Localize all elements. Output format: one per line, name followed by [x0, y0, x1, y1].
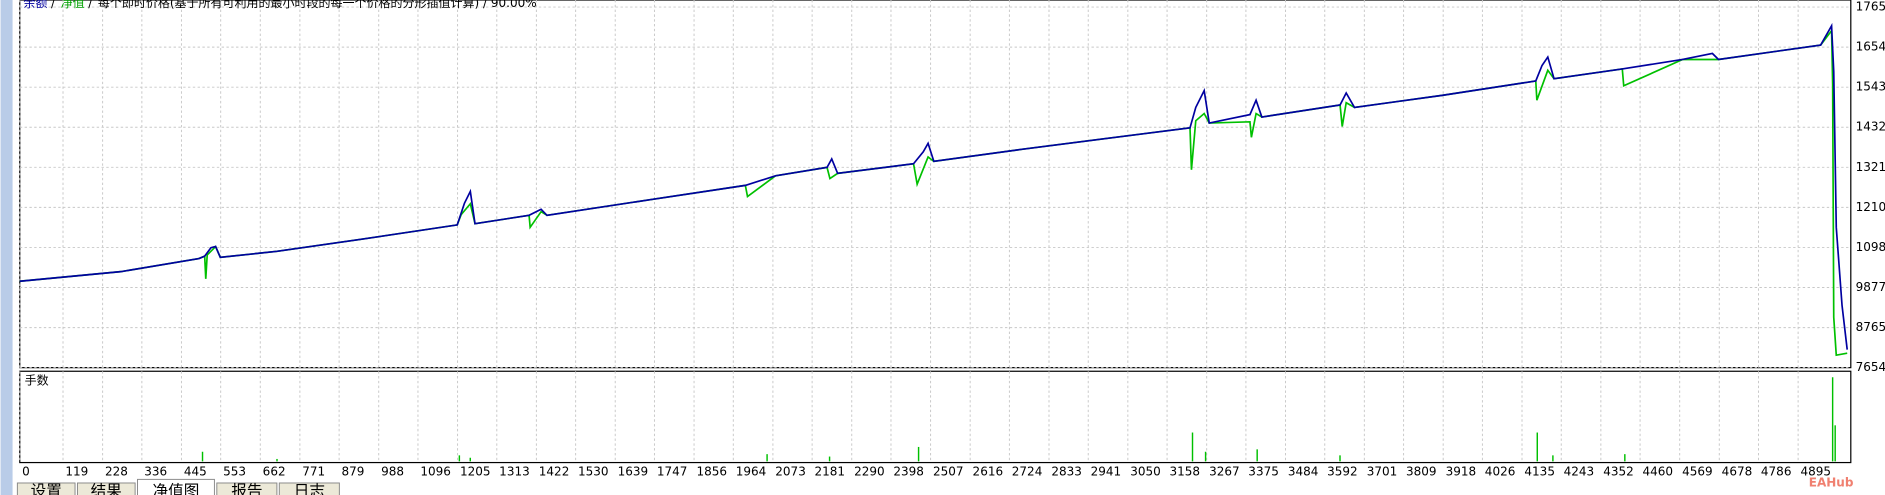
x-tick-label: 4678: [1722, 465, 1753, 479]
lots-bar: [1536, 432, 1538, 462]
x-tick-label: 119: [65, 465, 88, 479]
lots-bar: [276, 458, 278, 462]
x-tick-label: 2616: [973, 465, 1004, 479]
x-tick-label: 445: [184, 465, 207, 479]
x-tick-label: 1639: [618, 465, 649, 479]
marks: [19, 22, 1849, 462]
x-tick-label: 1856: [696, 465, 727, 479]
x-tick-label: 2181: [815, 465, 846, 479]
x-tick-label: 988: [381, 465, 404, 479]
x-tick-label: 879: [342, 465, 365, 479]
y-tick-label: 9877: [1856, 280, 1885, 294]
x-tick-label: 2724: [1012, 465, 1043, 479]
lots-bar: [766, 454, 768, 462]
x-tick-label: 1205: [460, 465, 491, 479]
lots-bar: [1831, 377, 1834, 462]
x-tick-label: 3809: [1406, 465, 1437, 479]
lots-bar: [458, 455, 461, 462]
lots-title: 手数: [25, 372, 49, 387]
x-tick-label: 1964: [736, 465, 767, 479]
lots-bar: [1552, 455, 1554, 462]
side-strip: [0, 0, 13, 495]
lots-bar: [1256, 449, 1258, 462]
watermark: EAHub: [1809, 475, 1854, 489]
lots-bar: [1204, 451, 1207, 462]
tab-label[interactable]: 净值图: [153, 482, 200, 495]
tab-label[interactable]: 日志: [294, 482, 325, 495]
x-tick-label: 1747: [657, 465, 688, 479]
tab[interactable]: [216, 482, 278, 495]
x-tick-label: 2073: [775, 465, 806, 479]
tab[interactable]: [76, 482, 136, 495]
x-tick-label: 336: [144, 465, 167, 479]
x-tick-label: 1313: [499, 465, 530, 479]
lots-bar: [1834, 425, 1836, 462]
lots-bar: [1624, 454, 1626, 462]
tab-bar: 设置 结果 净值图 报告 日志: [16, 478, 340, 495]
main-panel: [19, 0, 1852, 369]
x-tick-label: 228: [105, 465, 128, 479]
tab[interactable]: [137, 478, 215, 495]
x-tick-label: 662: [263, 465, 286, 479]
x-tick-label: 771: [302, 465, 325, 479]
y-tick-label: 1321: [1856, 160, 1885, 174]
lots-bar: [1339, 455, 1341, 462]
subtitle: 每个即时价格(基于所有可利用的最小时段的每一个价格的分形插值计算) / 90.0…: [98, 0, 537, 10]
x-tick-label: 1530: [578, 465, 609, 479]
y-tick-label: 1432: [1856, 120, 1885, 134]
x-tick-label: 4352: [1603, 465, 1634, 479]
x-tick-label: 2941: [1091, 465, 1122, 479]
x-tick-label: 3267: [1209, 465, 1240, 479]
lots-bar: [469, 457, 471, 462]
legend-equity: 净值: [61, 0, 85, 10]
x-tick-label: 3375: [1248, 465, 1279, 479]
lots-bar: [201, 451, 204, 462]
x-tick-label: 3050: [1130, 465, 1161, 479]
x-tick-label: 2507: [933, 465, 964, 479]
x-tick-label: 1422: [539, 465, 570, 479]
legend-balance: 余额: [23, 0, 47, 10]
x-tick-label: 553: [223, 465, 246, 479]
grid: [19, 0, 1851, 463]
labels: 余额 / 净值 / 每个即时价格(基于所有可利用的最小时段的每一个价格的分形插值…: [22, 0, 1885, 489]
x-tick-label: 3701: [1367, 465, 1398, 479]
y-tick-label: 8765: [1856, 320, 1885, 334]
x-tick-label: 4135: [1524, 465, 1555, 479]
y-tick-label: 1543: [1856, 80, 1885, 94]
x-tick-label: 3918: [1446, 465, 1477, 479]
x-tick-label: 3158: [1169, 465, 1200, 479]
tab-label[interactable]: 报告: [231, 482, 262, 495]
x-tick-label: 4895: [1801, 465, 1832, 479]
tab[interactable]: [16, 482, 76, 495]
x-tick-label: 0: [22, 465, 30, 479]
x-tick-label: 2290: [854, 465, 885, 479]
lots-bar: [828, 456, 831, 462]
x-tick-label: 4243: [1564, 465, 1595, 479]
x-tick-label: 2398: [893, 465, 924, 479]
x-tick-label: 4460: [1642, 465, 1673, 479]
lots-panel: [19, 370, 1852, 464]
legend-sep: /: [51, 0, 56, 10]
line-series: [19, 22, 1849, 350]
tab-label[interactable]: 结果: [91, 482, 123, 495]
y-tick-label: 1765: [1856, 0, 1885, 14]
lots-bar: [1191, 432, 1194, 462]
x-tick-label: 4569: [1682, 465, 1713, 479]
x-tick-label: 3484: [1288, 465, 1319, 479]
y-tick-label: 1098: [1856, 240, 1885, 254]
x-tick-label: 2833: [1051, 465, 1082, 479]
tab-label[interactable]: 设置: [31, 482, 62, 495]
lots-bar: [917, 446, 920, 462]
y-tick-label: 7654: [1856, 360, 1885, 374]
y-tick-label: 1210: [1856, 200, 1885, 214]
x-tick-label: 1096: [420, 465, 451, 479]
legend-sep: /: [88, 0, 93, 10]
x-tick-label: 4026: [1485, 465, 1516, 479]
x-tick-label: 4786: [1761, 465, 1792, 479]
x-tick-label: 3592: [1327, 465, 1358, 479]
tab[interactable]: [278, 482, 340, 495]
y-tick-label: 1654: [1856, 40, 1885, 54]
